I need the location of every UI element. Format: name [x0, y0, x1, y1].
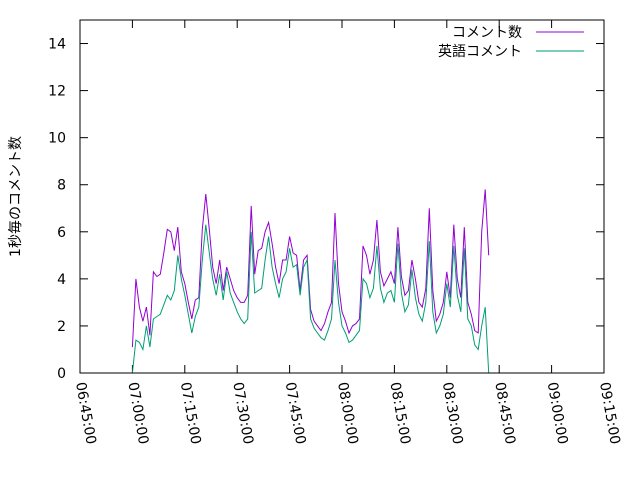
- x-tick-label: 07:15:00: [177, 381, 204, 446]
- y-tick-label: 4: [57, 272, 66, 288]
- y-tick-label: 8: [57, 178, 66, 194]
- y-axis: 0 2 4 6 8 10 12 14: [48, 37, 604, 382]
- x-tick-label: 07:45:00: [282, 381, 309, 446]
- y-tick-label: 0: [57, 366, 66, 382]
- x-tick-label: 08:00:00: [334, 381, 361, 446]
- y-tick-label: 6: [57, 225, 66, 241]
- y-tick-label: 14: [48, 37, 66, 53]
- series-line-2: [131, 224, 490, 374]
- series-line-1: [131, 189, 490, 348]
- x-tick-label: 07:00:00: [124, 381, 151, 446]
- x-tick-label: 08:30:00: [439, 381, 466, 446]
- y-tick-label: 2: [57, 319, 66, 335]
- x-tick-label: 09:15:00: [596, 381, 623, 446]
- x-tick-label: 08:45:00: [491, 381, 518, 446]
- legend-label: 英語コメント: [438, 43, 522, 60]
- x-tick-label: 07:30:00: [229, 381, 256, 446]
- series-group: [131, 189, 490, 374]
- y-axis-label: 1秒毎のコメント数: [8, 136, 24, 257]
- x-tick-label: 08:15:00: [386, 381, 413, 446]
- x-axis: 06:45:00 07:00:00 07:15:00 07:30:00 07:45:00…: [72, 20, 623, 446]
- plot-frame: [79, 19, 605, 374]
- legend-label: コメント数: [452, 25, 522, 41]
- x-tick-label: 06:45:00: [72, 381, 99, 446]
- y-tick-label: 10: [48, 131, 66, 147]
- x-tick-label: 09:00:00: [544, 381, 571, 446]
- y-tick-label: 12: [48, 84, 66, 100]
